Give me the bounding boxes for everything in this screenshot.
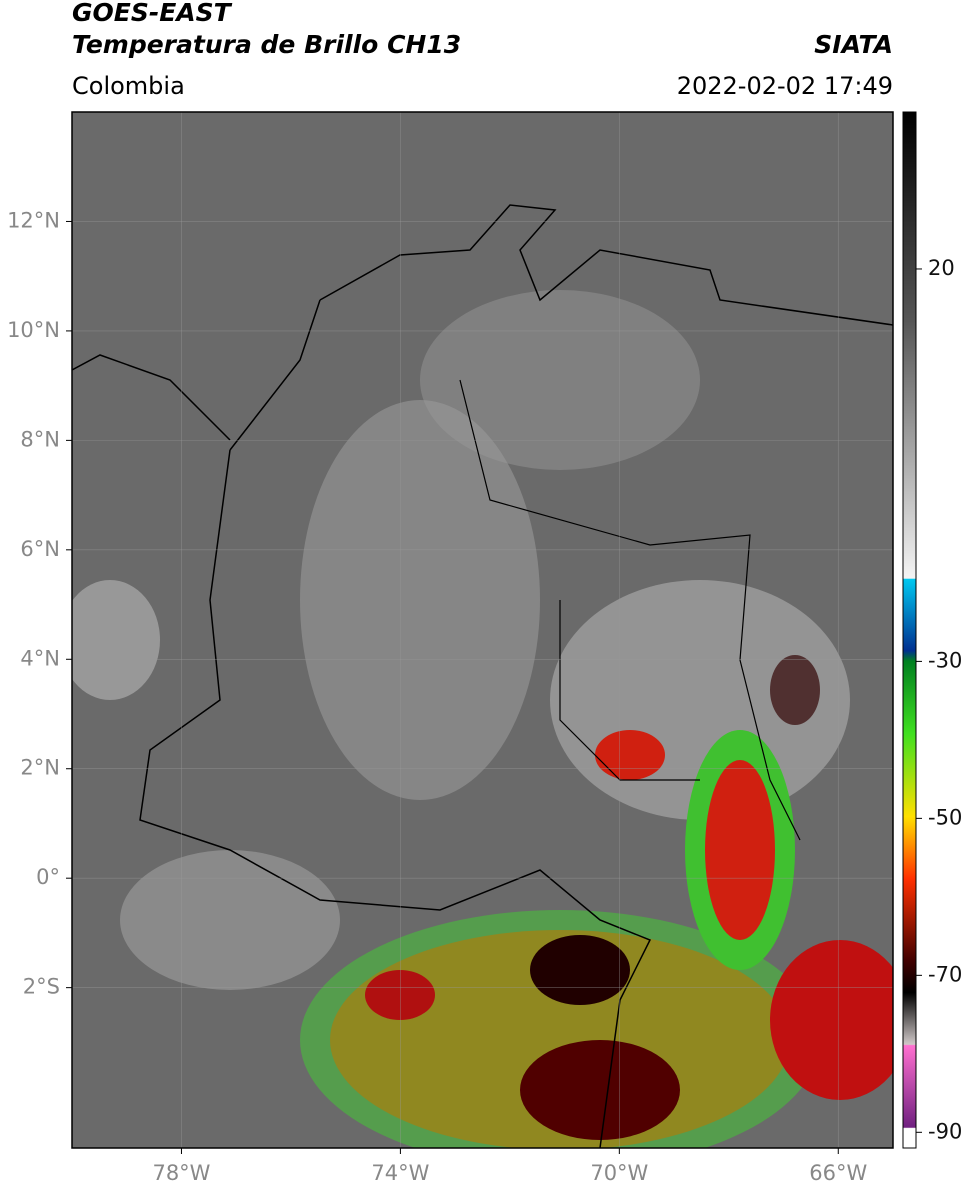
y-tick-label: 6°N [20,537,60,561]
subtitle: Temperatura de Brillo CH13 [72,30,461,59]
colorbar-tick-label: 20 [928,256,955,280]
title: GOES-EAST [72,0,233,27]
colorbar-tick-label: -70 [928,962,962,986]
x-tick-label: 66°W [809,1161,867,1185]
colorbar [902,111,917,1149]
colorbar-tick-label: -50 [928,805,962,829]
y-tick-label: 8°N [20,427,60,451]
x-tick-label: 70°W [590,1161,648,1185]
grid [72,112,893,1148]
map-frame [71,111,894,1149]
colorbar-tick-label: -30 [928,648,962,672]
y-tick-label: 10°N [7,318,60,342]
y-tick-label: 4°N [20,646,60,670]
x-tick-label: 78°W [152,1161,210,1185]
colorbar-tick-label: -90 [928,1119,962,1143]
datetime: 2022-02-02 17:49 [677,72,893,100]
y-tick-label: 0° [36,865,60,889]
region: Colombia [72,72,185,100]
source: SIATA [814,30,893,59]
satellite-image [72,112,893,1148]
y-tick-label: 2°S [23,975,60,999]
y-tick-label: 12°N [7,208,60,232]
x-tick-label: 74°W [371,1161,429,1185]
y-tick-label: 2°N [20,756,60,780]
